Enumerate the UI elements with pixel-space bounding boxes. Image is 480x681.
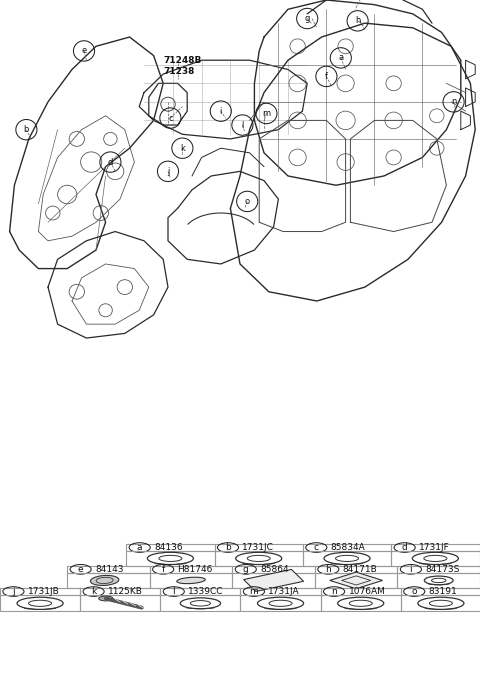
Text: 1125KB: 1125KB [108, 587, 143, 596]
Text: 1731JB: 1731JB [28, 587, 60, 596]
Bar [0, 595, 80, 612]
Bar [397, 565, 480, 573]
Text: 83191: 83191 [429, 587, 457, 596]
Text: i: i [409, 565, 412, 574]
Text: f: f [162, 565, 165, 574]
Text: k: k [180, 144, 185, 153]
Bar [243, 569, 304, 591]
Text: c: c [168, 114, 173, 123]
Bar [0, 588, 80, 595]
Text: 84173S: 84173S [425, 565, 460, 574]
Bar [391, 543, 480, 552]
Text: g: g [243, 565, 249, 574]
Bar [315, 573, 397, 588]
Text: m: m [250, 587, 258, 596]
Bar [232, 565, 315, 573]
Bar [240, 588, 321, 595]
Text: n: n [331, 587, 337, 596]
Text: g: g [304, 14, 310, 23]
Text: h: h [355, 16, 360, 25]
Text: 85834A: 85834A [331, 543, 365, 552]
Bar [126, 543, 215, 552]
Ellipse shape [177, 577, 205, 584]
Text: b: b [24, 125, 29, 134]
Text: a: a [137, 543, 143, 552]
Bar [80, 588, 160, 595]
Bar [215, 543, 303, 552]
Text: e: e [78, 565, 84, 574]
Bar [391, 552, 480, 565]
Text: o: o [411, 587, 417, 596]
Text: l: l [241, 121, 243, 129]
Text: j: j [167, 167, 169, 176]
Bar [160, 595, 240, 612]
Bar [215, 552, 303, 565]
Bar [126, 552, 215, 565]
Bar [67, 565, 150, 573]
Bar [150, 565, 232, 573]
Text: 71248B: 71248B [163, 56, 202, 65]
Bar [401, 588, 480, 595]
Bar [80, 595, 160, 612]
Bar [240, 595, 321, 612]
Text: k: k [91, 587, 96, 596]
Text: a: a [338, 53, 343, 63]
Text: j: j [12, 587, 15, 596]
Bar [150, 573, 232, 588]
Text: d: d [108, 157, 113, 167]
Text: e: e [82, 46, 86, 55]
Text: l: l [172, 587, 175, 596]
Text: 85864: 85864 [260, 565, 289, 574]
Text: f: f [325, 72, 328, 81]
Ellipse shape [99, 596, 113, 601]
Bar [315, 565, 397, 573]
Bar [303, 552, 391, 565]
Text: i: i [220, 107, 222, 116]
Text: 1731JC: 1731JC [242, 543, 274, 552]
Polygon shape [330, 572, 383, 588]
Bar [160, 588, 240, 595]
Ellipse shape [90, 575, 119, 586]
Bar [321, 595, 401, 612]
Text: 84143: 84143 [95, 565, 123, 574]
Text: c: c [314, 543, 319, 552]
Text: 84136: 84136 [154, 543, 183, 552]
Bar [401, 595, 480, 612]
Text: 1731JA: 1731JA [268, 587, 300, 596]
Bar [321, 588, 401, 595]
Text: 1076AM: 1076AM [348, 587, 385, 596]
Text: H81746: H81746 [178, 565, 213, 574]
Text: d: d [402, 543, 408, 552]
Text: n: n [451, 97, 456, 106]
Text: h: h [325, 565, 331, 574]
Text: m: m [263, 109, 270, 118]
Text: 1731JF: 1731JF [419, 543, 450, 552]
Bar [397, 573, 480, 588]
Text: 1339CC: 1339CC [188, 587, 224, 596]
Text: b: b [225, 543, 231, 552]
Bar [67, 573, 150, 588]
Text: 84171B: 84171B [343, 565, 377, 574]
Bar [303, 543, 391, 552]
Text: o: o [245, 197, 250, 206]
Text: 71238: 71238 [163, 67, 194, 76]
Bar [232, 573, 315, 588]
